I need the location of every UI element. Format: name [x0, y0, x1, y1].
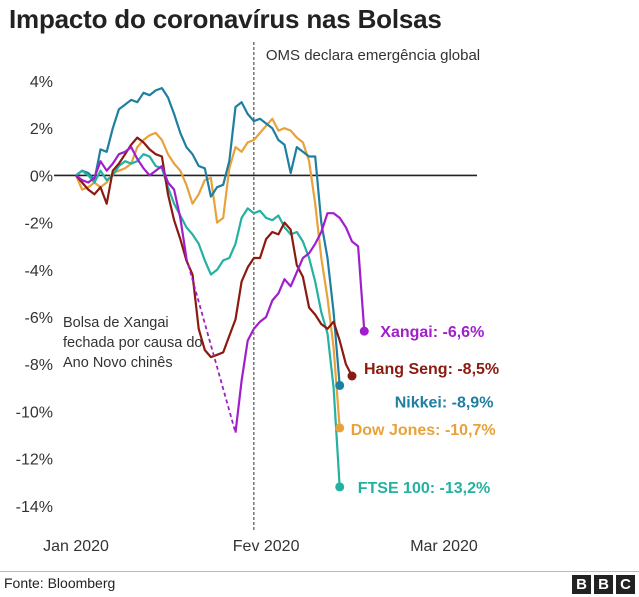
y-tick-label: -14%	[16, 499, 53, 516]
y-tick-label: -4%	[25, 263, 53, 280]
y-tick-label: -6%	[25, 310, 53, 327]
y-tick-label: -2%	[25, 216, 53, 233]
end-point-ftse-100	[335, 482, 345, 492]
y-tick-label: 4%	[30, 74, 53, 91]
y-tick-label: 2%	[30, 121, 53, 138]
chart-title: Impacto do coronavírus nas Bolsas	[9, 4, 442, 34]
end-label-hang-seng: Hang Seng: -8,5%	[364, 361, 499, 378]
annotation-text: Ano Novo chinês	[63, 355, 173, 371]
x-tick-label: Fev 2020	[233, 538, 300, 555]
y-tick-label: -12%	[16, 452, 53, 469]
end-point-xangai	[359, 326, 369, 336]
end-point-hang-seng	[347, 371, 357, 381]
series-gap-xangai	[185, 257, 237, 433]
end-label-nikkei: Nikkei: -8,9%	[395, 394, 494, 411]
bbc-logo-letter: C	[616, 575, 635, 594]
annotation-text: Bolsa de Xangai	[63, 315, 169, 331]
series-line-xangai	[75, 146, 188, 259]
series-line-xangai-resumed	[234, 212, 366, 433]
series-line-nikkei	[75, 86, 341, 386]
end-label-dow-jones: Dow Jones: -10,7%	[351, 422, 496, 439]
end-point-nikkei	[335, 380, 345, 390]
annotation-text: fechada por causa do	[63, 335, 202, 351]
footer-divider	[0, 571, 639, 572]
end-label-xangai: Xangai: -6,6%	[380, 324, 484, 341]
source-note: Fonte: Bloomberg	[4, 575, 116, 591]
x-tick-label: Jan 2020	[43, 538, 109, 555]
bbc-logo-letter: B	[572, 575, 591, 594]
y-tick-label: 0%	[30, 168, 53, 185]
series-line-ftse-100	[75, 153, 341, 487]
line-chart: 4% 2% 0% -2% -4% -6% -8% -10% -12% -14% Jan 2020 Fe…	[16, 42, 499, 555]
y-tick-label: -10%	[16, 404, 53, 421]
x-tick-label: Mar 2020	[410, 538, 478, 555]
y-tick-label: -8%	[25, 357, 53, 374]
end-point-dow-jones	[335, 423, 345, 433]
end-label-ftse-100: FTSE 100: -13,2%	[358, 480, 491, 497]
event-label: OMS declara emergência global	[266, 47, 480, 64]
bbc-logo-letter: B	[594, 575, 613, 594]
bbc-logo: B B C	[572, 575, 635, 594]
